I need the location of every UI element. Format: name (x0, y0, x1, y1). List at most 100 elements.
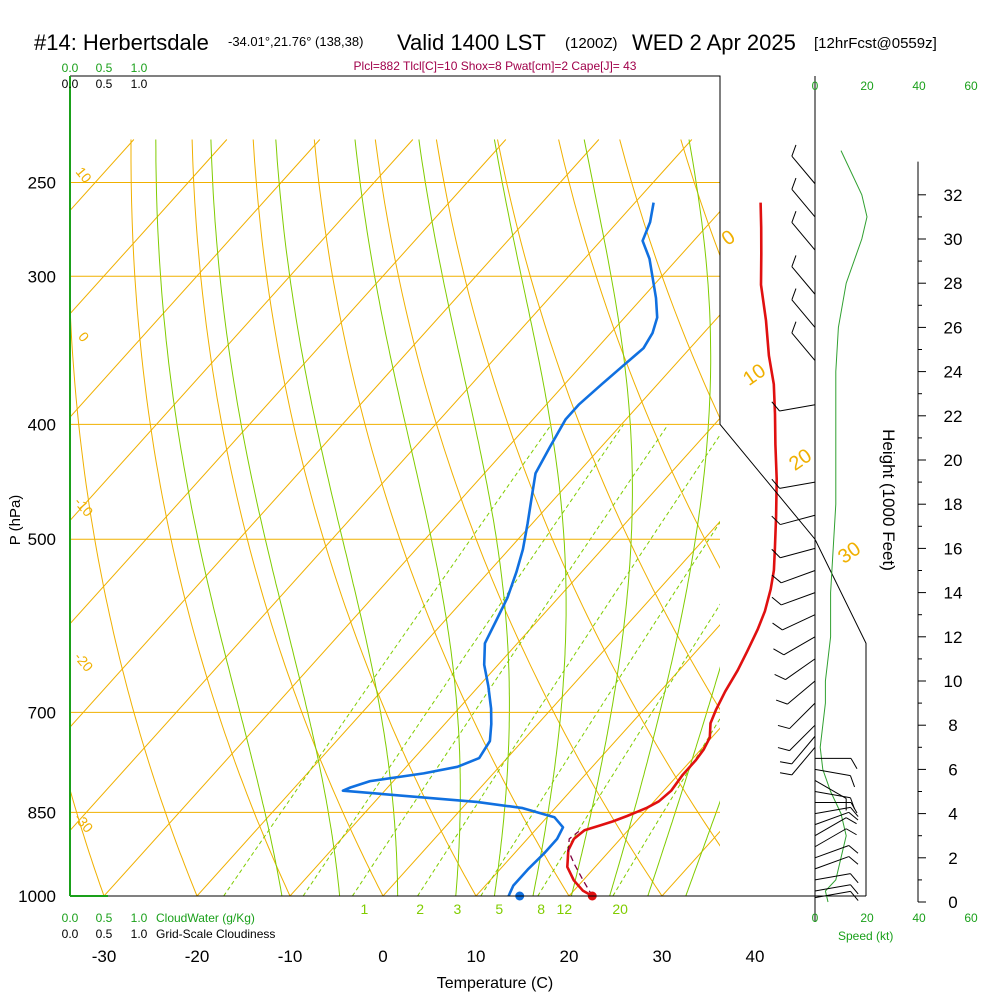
wind-speed-tick-label: 40 (912, 79, 926, 93)
mixing-ratio-label: 12 (557, 901, 573, 917)
wind-speed-tick-label: 40 (912, 911, 926, 925)
pressure-tick-label: 250 (28, 173, 56, 192)
wind-barb-staff (814, 884, 851, 892)
wind-barb-staff (789, 724, 816, 752)
stability-indices: Plcl=882 Tlcl[C]=10 Shox=8 Pwat[cm]=2 Ca… (354, 59, 637, 73)
moist-adiabat-line (155, 139, 283, 896)
dry-adiabat-label: -20 (71, 649, 96, 675)
dry-adiabat-line (130, 139, 291, 896)
wind-barb-staff (791, 189, 816, 218)
wind-column: 0020204040606002468101214161820222426283… (719, 76, 978, 925)
wind-barb-staff (791, 155, 816, 185)
moist-adiabat-label: 30 (834, 538, 865, 569)
moist-adiabat-label: 10 (739, 360, 770, 391)
mixing-ratio-label: 2 (416, 901, 424, 917)
wind-barb-flag (771, 548, 781, 559)
wind-barb-staff (791, 746, 816, 776)
mixing-ratio-line (351, 424, 669, 896)
temperature-tick-label: -20 (185, 947, 210, 966)
height-tick-label: 18 (944, 495, 963, 514)
pressure-tick-label: 700 (28, 703, 56, 722)
wind-barb-flag (850, 891, 859, 901)
wind-barb-staff (814, 811, 849, 826)
wind-speed-profile-line (819, 150, 868, 903)
isotherm-line (475, 624, 720, 896)
wind-barb-staff (814, 873, 851, 881)
wind-barb-flag (848, 845, 859, 854)
isotherm-line (70, 139, 693, 832)
station-coords: -34.01°,21.76° (138,38) (228, 34, 363, 49)
wind-barb-flag (850, 807, 859, 817)
height-tick-label: 32 (944, 186, 963, 205)
mixing-ratio-label: 20 (612, 901, 628, 917)
pressure-tick-label: 500 (28, 530, 56, 549)
wind-speed-tick-label: 60 (964, 911, 978, 925)
wind-barb-flag (791, 288, 797, 300)
isotherm-line (196, 314, 720, 896)
isotherm-line (70, 139, 321, 418)
moist-adiabat-line (570, 139, 633, 896)
wind-barb-flag (772, 622, 783, 631)
wind-barb-staff (791, 222, 816, 251)
moist-adiabat-line (685, 800, 720, 896)
wind-barb-flag (771, 574, 782, 584)
cloudwater-scale-label: 0.0 (62, 61, 79, 75)
dewpoint-profile-line (341, 202, 659, 897)
temperature-tick-label: 30 (653, 947, 672, 966)
wind-barb-flag (849, 797, 856, 810)
wind-barb-staff (789, 702, 816, 729)
dry-adiabat-label: -30 (71, 810, 96, 836)
wind-barb-flag (779, 761, 792, 765)
wind-barb-flag (848, 856, 859, 865)
valid-date: WED 2 Apr 2025 (632, 30, 796, 55)
dry-adiabat-line (497, 139, 720, 711)
isotherm-line (70, 139, 228, 315)
height-tick-label: 14 (944, 584, 963, 603)
pressure-tick-label: 850 (28, 803, 56, 822)
wind-speed-tick-label: 0 (812, 79, 819, 93)
isotherm-line (382, 520, 720, 896)
cloudwater-scale-label: 0.5 (96, 61, 113, 75)
height-tick-label: 12 (944, 628, 963, 647)
wind-barb-staff (780, 514, 816, 526)
cloudiness-scale-label: 0.5 (96, 77, 113, 91)
dry-adiabat-line (803, 140, 1000, 922)
moist-adiabat-label: 20 (785, 445, 816, 476)
valid-time: Valid 1400 LST (397, 30, 546, 55)
moist-adiabat-line (647, 666, 720, 896)
wind-barb-staff (787, 680, 816, 705)
isotherm-line (103, 210, 720, 896)
wind-barb-flag (791, 321, 797, 334)
wind-barb-flag (771, 401, 780, 412)
wind-barb-staff (814, 806, 851, 815)
utc-time: (1200Z) (565, 35, 618, 52)
wind-barb-staff (780, 547, 816, 559)
forecast-info: [12hrFcst@0559z] (814, 35, 937, 52)
wind-barb-flag (775, 699, 788, 705)
wind-barb-flag (791, 211, 797, 223)
mixing-ratio-label: 3 (454, 901, 462, 917)
height-tick-label: 6 (948, 760, 957, 779)
dry-adiabat-line (191, 139, 384, 896)
wind-barb-flag (791, 255, 797, 267)
moist-adiabat-line (210, 139, 341, 896)
wind-speed-tick-label: 20 (860, 911, 874, 925)
mixing-ratio-line (612, 717, 720, 896)
wind-barb-flag (848, 811, 859, 821)
wind-barb-staff (814, 817, 847, 837)
pressure-tick-label: 1000 (18, 887, 56, 906)
x-axis-title: Temperature (C) (437, 975, 553, 992)
dry-adiabat-line (558, 139, 720, 569)
wind-barb-staff (814, 845, 849, 859)
height-tick-label: 24 (944, 363, 963, 382)
pressure-tick-label: 300 (28, 267, 56, 286)
dry-adiabat-line (252, 139, 477, 896)
temperature-profile-line (565, 202, 779, 898)
height-axis-title: Height (1000 Feet) (879, 429, 898, 571)
wind-barb-flag (791, 144, 797, 157)
wind-barb-staff (791, 735, 816, 765)
y-axis-title: P (hPa) (7, 495, 24, 546)
cloudwater-scale-label: 1.0 (131, 911, 148, 925)
isotherm-line (568, 727, 720, 896)
temperature-tick-label: 20 (560, 947, 579, 966)
